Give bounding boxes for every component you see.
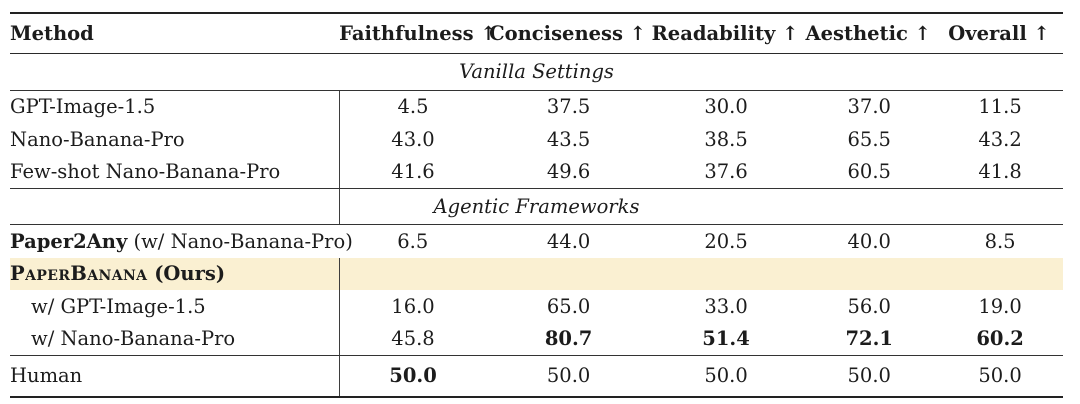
value-cell: 16.0 bbox=[391, 294, 435, 318]
method-label-part: GPT-Image-1.5 bbox=[10, 95, 156, 119]
method-label-part: w/ GPT-Image-1.5 bbox=[31, 294, 206, 318]
section-label: Vanilla Settings bbox=[10, 53, 1063, 91]
column-header-metric: Readability ↑ bbox=[650, 13, 802, 55]
results-table: Method Faithfulness ↑ Conciseness ↑ Readab… bbox=[10, 12, 1063, 399]
value-cell: 33.0 bbox=[704, 294, 748, 318]
value-cell: 38.5 bbox=[704, 127, 748, 151]
method-label-part: w/ Nano-Banana-Pro bbox=[31, 327, 236, 351]
table-row: w/ Nano-Banana-Pro 45.8 80.7 51.4 72.1 60.2 bbox=[10, 322, 1063, 356]
column-header-metric: Conciseness ↑ bbox=[486, 13, 651, 55]
table-row: Human 50.0 50.0 50.0 50.0 50.0 bbox=[10, 355, 1063, 398]
method-cell: PaperBanana (Ours) bbox=[10, 257, 340, 291]
section-label: Agentic Frameworks bbox=[10, 188, 1063, 226]
column-header-metric: Overall ↑ bbox=[937, 13, 1063, 55]
table-row: Nano-Banana-Pro 43.0 43.5 38.5 65.5 43.2 bbox=[10, 123, 1063, 156]
method-label-part: Few-shot Nano-Banana-Pro bbox=[10, 160, 281, 184]
value-cell: 6.5 bbox=[397, 229, 429, 253]
table-row: Few-shot Nano-Banana-Pro 41.6 49.6 37.6 60.5… bbox=[10, 155, 1063, 189]
method-cell: GPT-Image-1.5 bbox=[10, 90, 340, 124]
method-cell: Few-shot Nano-Banana-Pro bbox=[10, 155, 340, 189]
value-cell: 8.5 bbox=[984, 229, 1016, 253]
value-cell: 50.0 bbox=[389, 364, 437, 388]
value-cell: 41.6 bbox=[339, 155, 487, 189]
value-cell bbox=[486, 257, 651, 291]
method-label-part: Paper2Any bbox=[10, 229, 128, 253]
method-label-part: Nano-Banana-Pro bbox=[10, 127, 185, 151]
value-cell bbox=[339, 257, 487, 291]
column-header-method: Method bbox=[10, 13, 340, 55]
value-cell: 50.0 bbox=[546, 364, 591, 388]
value-cell: 56.0 bbox=[847, 294, 891, 318]
value-cell: 19.0 bbox=[978, 294, 1022, 318]
value-cell: 43.0 bbox=[391, 127, 435, 151]
method-cell: w/ GPT-Image-1.5 bbox=[10, 290, 340, 323]
table-row: GPT-Image-1.5 4.5 37.5 30.0 37.0 11.5 bbox=[10, 90, 1063, 124]
value-cell: 11.5 bbox=[978, 95, 1022, 119]
value-cell: 45.8 bbox=[339, 322, 487, 356]
method-label-part: PaperBanana bbox=[10, 262, 148, 286]
value-cell: 51.4 bbox=[650, 322, 802, 356]
method-cell: Human bbox=[10, 355, 340, 398]
value-cell: 41.8 bbox=[937, 155, 1063, 189]
method-cell: Nano-Banana-Pro bbox=[10, 123, 340, 156]
value-cell: 43.2 bbox=[978, 127, 1022, 151]
value-cell: 50.0 bbox=[847, 364, 891, 388]
column-header-metric: Aesthetic ↑ bbox=[801, 13, 938, 55]
table-row: Paper2Any (w/ Nano-Banana-Pro) 6.5 44.0 20.… bbox=[10, 225, 1063, 258]
section-row: Vanilla Settings bbox=[10, 53, 1063, 91]
value-cell: 4.5 bbox=[397, 95, 429, 119]
value-cell: 30.0 bbox=[704, 95, 748, 119]
table-row: w/ GPT-Image-1.5 16.0 65.0 33.0 56.0 19.0 bbox=[10, 290, 1063, 323]
method-label-part: (Ours) bbox=[147, 262, 226, 286]
value-cell: 20.5 bbox=[704, 229, 748, 253]
method-label-part: (w/ Nano-Banana-Pro) bbox=[127, 229, 353, 253]
value-cell: 60.2 bbox=[937, 322, 1063, 356]
value-cell: 50.0 bbox=[978, 364, 1022, 388]
value-cell bbox=[801, 257, 938, 291]
value-cell: 37.5 bbox=[546, 95, 591, 119]
method-cell: Paper2Any (w/ Nano-Banana-Pro) bbox=[10, 225, 353, 258]
value-cell bbox=[937, 257, 1063, 291]
value-cell: 65.0 bbox=[546, 294, 591, 318]
value-cell: 60.5 bbox=[801, 155, 938, 189]
value-cell bbox=[650, 257, 802, 291]
value-cell: 72.1 bbox=[801, 322, 938, 356]
value-cell: 50.0 bbox=[704, 364, 748, 388]
value-cell: 65.5 bbox=[847, 127, 891, 151]
value-cell: 37.6 bbox=[650, 155, 802, 189]
value-cell: 37.0 bbox=[847, 95, 891, 119]
column-header-metric: Faithfulness ↑ bbox=[339, 13, 497, 55]
value-cell: 43.5 bbox=[546, 127, 591, 151]
section-row: Agentic Frameworks bbox=[10, 188, 1063, 226]
value-cell: 80.7 bbox=[486, 322, 651, 356]
highlighted-method-row: PaperBanana (Ours) bbox=[10, 257, 1063, 291]
table-body: Vanilla Settings GPT-Image-1.5 4.5 37.5 30.0… bbox=[10, 53, 1063, 398]
value-cell: 40.0 bbox=[847, 229, 891, 253]
value-cell: 49.6 bbox=[486, 155, 651, 189]
method-cell: w/ Nano-Banana-Pro bbox=[10, 322, 340, 356]
method-label-part: Human bbox=[10, 364, 83, 388]
value-cell: 44.0 bbox=[546, 229, 591, 253]
header-row: Method Faithfulness ↑ Conciseness ↑ Readab… bbox=[10, 13, 1063, 55]
table-header: Method Faithfulness ↑ Conciseness ↑ Readab… bbox=[10, 13, 1063, 55]
